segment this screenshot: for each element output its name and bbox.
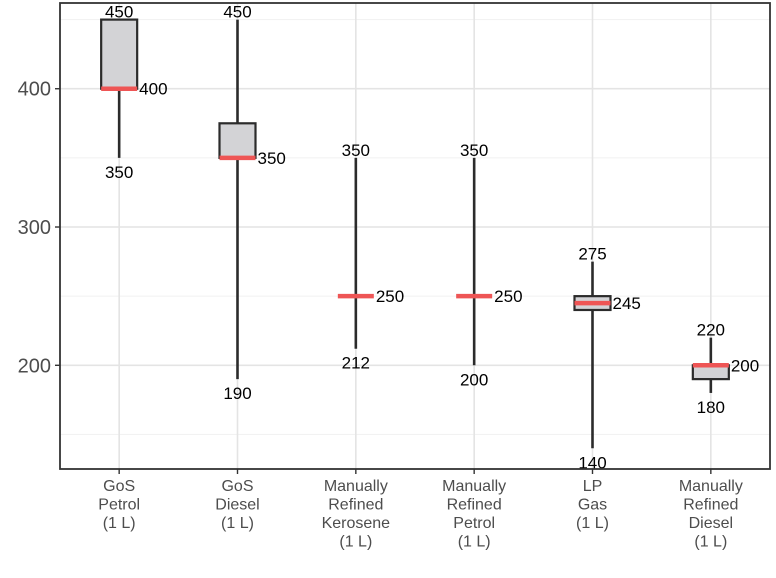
data-label-min: 190 bbox=[223, 384, 251, 403]
x-tick-label-line: Diesel bbox=[689, 515, 733, 532]
y-tick-label: 300 bbox=[18, 217, 51, 239]
data-label-min: 200 bbox=[460, 370, 488, 389]
y-tick-label: 200 bbox=[18, 355, 51, 377]
x-tick-label-line: Kerosene bbox=[322, 515, 391, 532]
x-tick-label-line: (1 L) bbox=[458, 534, 491, 551]
x-tick-label-line: (1 L) bbox=[339, 534, 372, 551]
x-tick-label-line: Manually bbox=[324, 478, 388, 495]
x-tick-label-line: (1 L) bbox=[103, 515, 136, 532]
x-tick-label: LP Gas (1 L) bbox=[576, 478, 609, 532]
x-tick-label-line: Refined bbox=[328, 497, 383, 514]
x-tick-label-line: Diesel bbox=[215, 497, 259, 514]
data-label-median: 245 bbox=[613, 294, 641, 313]
box bbox=[218, 122, 257, 159]
data-label-max: 350 bbox=[342, 141, 370, 160]
data-label-median: 350 bbox=[258, 149, 286, 168]
data-label-max: 450 bbox=[105, 3, 133, 22]
data-label-max: 220 bbox=[697, 321, 725, 340]
x-tick-label-line: Manually bbox=[442, 478, 506, 495]
data-label-min: 212 bbox=[342, 354, 370, 373]
x-tick-label-line: GoS bbox=[103, 478, 135, 495]
data-label-min: 140 bbox=[578, 453, 606, 472]
x-tick-label-line: (1 L) bbox=[221, 515, 254, 532]
x-tick-label-line: (1 L) bbox=[694, 534, 727, 551]
data-label-min: 180 bbox=[697, 398, 725, 417]
data-label-median: 200 bbox=[731, 356, 759, 375]
x-tick-label-line: Manually bbox=[679, 478, 743, 495]
x-tick-label: Manually Refined Kerosene (1 L) bbox=[322, 478, 391, 551]
x-tick-label: Manually Refined Diesel (1 L) bbox=[679, 478, 743, 551]
x-tick-label-line: GoS bbox=[221, 478, 253, 495]
x-tick-label: Manually Refined Petrol (1 L) bbox=[442, 478, 506, 551]
data-label-median: 250 bbox=[376, 287, 404, 306]
data-label-min: 350 bbox=[105, 163, 133, 182]
x-tick-label-line: Refined bbox=[447, 497, 502, 514]
box bbox=[100, 18, 139, 90]
x-tick-label-line: Petrol bbox=[453, 515, 495, 532]
x-tick-label-line: Gas bbox=[578, 497, 607, 514]
x-tick-label-line: (1 L) bbox=[576, 515, 609, 532]
x-tick-label-line: Petrol bbox=[98, 497, 140, 514]
panel-border bbox=[59, 2, 771, 470]
plot-panel bbox=[60, 3, 770, 469]
data-label-max: 450 bbox=[223, 3, 251, 22]
data-label-median: 400 bbox=[139, 80, 167, 99]
data-label-max: 350 bbox=[460, 141, 488, 160]
x-tick-label-line: Refined bbox=[683, 497, 738, 514]
data-label-median: 250 bbox=[494, 287, 522, 306]
y-tick-label: 400 bbox=[18, 79, 51, 101]
x-tick-label: GoS Petrol (1 L) bbox=[98, 478, 140, 532]
data-label-max: 275 bbox=[578, 245, 606, 264]
x-tick-label-line: LP bbox=[583, 478, 603, 495]
x-tick-label: GoS Diesel (1 L) bbox=[215, 478, 259, 532]
